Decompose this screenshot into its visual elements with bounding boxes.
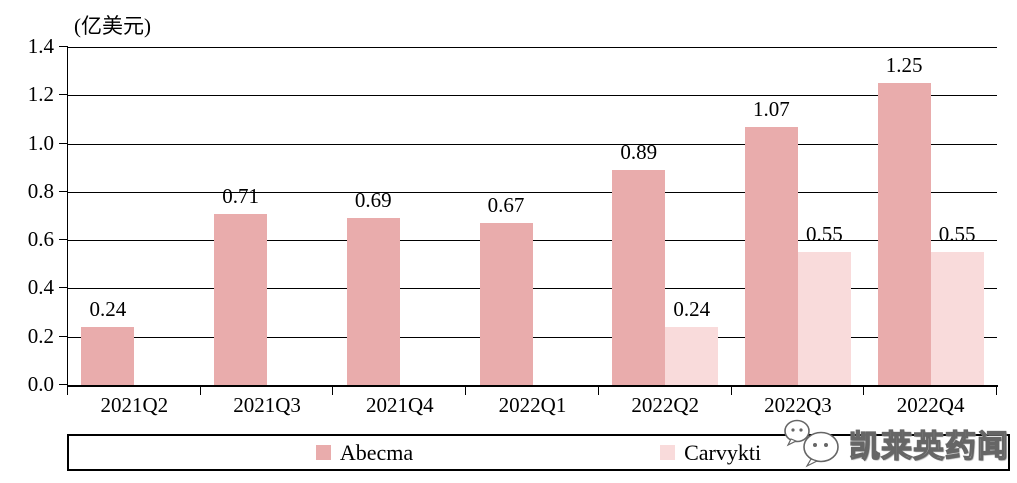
x-axis-tick [199,386,201,395]
legend-item-abecma: Abecma [315,439,414,466]
legend-swatch-abecma [315,445,331,460]
x-category-label: 2022Q2 [631,393,700,417]
x-axis-tick [863,386,865,395]
x-axis-tick [730,386,732,395]
x-axis-line [67,385,998,387]
x-category-label: 2021Q4 [365,393,434,417]
y-tick-label: 1.0 [27,130,54,155]
y-tick-label: 0.0 [27,372,54,396]
bar-abecma-2022Q3 [744,126,798,385]
x-axis-tick [332,386,334,395]
y-tick-label: 0.4 [27,275,54,300]
bar-value-label: 0.71 [222,183,259,208]
legend-label-abecma: Abecma [339,439,414,465]
bar-carvykti-2022Q2 [665,327,719,385]
bar-value-label: 0.67 [487,193,525,218]
x-category-label: 2021Q2 [100,393,169,417]
gridline [68,95,997,97]
bar-value-label: 0.69 [354,188,392,213]
legend: Abecma Carvykti [67,434,1010,471]
axis-unit-label: (亿美元) [74,14,151,38]
gridline [68,47,997,48]
bar-carvykti-2022Q3 [797,252,851,385]
plot-area: 0.24 0.71 0.69 0.67 0.89 0.24 1.07 0.55 1.25 0.55 [68,47,997,385]
bar-value-label: 0.89 [620,140,658,165]
bar-carvykti-2022Q4 [930,252,984,385]
y-axis-tick [59,142,68,144]
wechat-icon [784,419,839,468]
bar-abecma-2021Q2 [81,327,135,385]
y-axis-line [67,47,68,385]
y-axis-tick [59,94,68,96]
gridline [68,143,997,145]
bar-abecma-2021Q4 [346,218,400,385]
y-axis-tick [59,190,68,192]
y-axis-tick [59,335,68,337]
bar-value-label: 0.24 [673,297,711,322]
bar-value-label: 1.25 [885,53,923,78]
gridline [68,336,997,338]
x-category-label: 2022Q3 [764,393,832,417]
watermark-text: 凯莱英药闻 [848,428,1009,464]
y-axis-tick [59,287,68,289]
x-category-label: 2022Q4 [896,393,965,417]
y-tick-label: 0.8 [27,178,54,203]
bar-abecma-2022Q1 [479,223,533,385]
bar-value-label: 1.07 [753,96,790,121]
legend-item-carvykti: Carvykti [660,440,761,466]
bar-abecma-2022Q4 [877,83,931,385]
bar-value-label: 0.55 [938,222,976,247]
gridline [68,240,997,242]
y-tick-label: 0.6 [27,227,54,252]
y-axis-tick [59,239,68,241]
x-axis-tick [597,386,599,395]
y-tick-label: 0.2 [27,323,54,348]
gridline [68,191,997,193]
y-axis-tick [59,384,68,385]
x-axis-tick [996,386,997,395]
watermark: 凯莱英药闻 [783,418,1009,468]
bar-value-label: 0.24 [89,297,127,322]
x-axis-tick [67,386,68,395]
bar-abecma-2021Q3 [214,213,268,385]
legend-label-carvykti: Carvykti [684,439,762,465]
y-tick-label: 1.4 [27,34,54,58]
y-axis-tick [59,46,68,47]
bar-value-label: 0.55 [806,222,843,247]
x-category-label: 2021Q3 [233,393,301,417]
legend-swatch-carvykti [660,445,676,460]
gridline [68,288,997,290]
bar-abecma-2022Q2 [612,170,666,385]
x-axis-tick [465,386,467,395]
x-category-label: 2022Q1 [498,393,567,417]
y-tick-label: 1.2 [27,82,54,107]
